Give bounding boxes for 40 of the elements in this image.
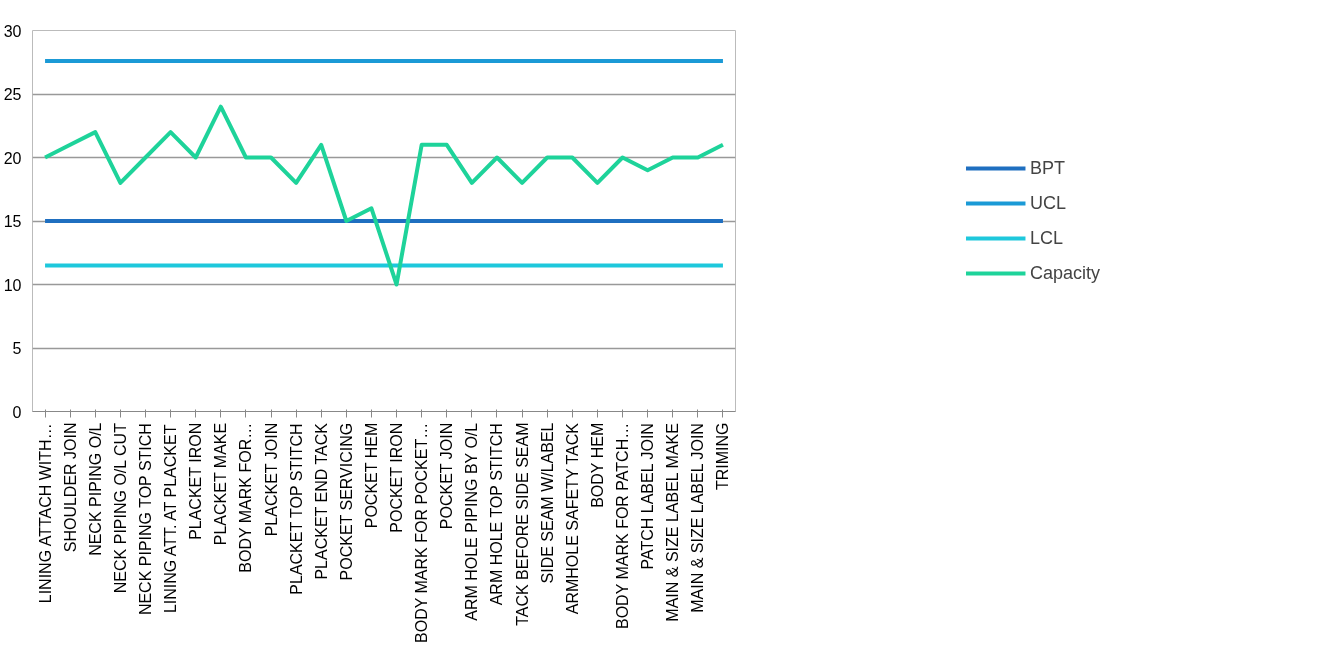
legend-label: Capacity bbox=[1029, 262, 1101, 284]
x-tick-label: POCKET SERVICING bbox=[337, 422, 355, 581]
x-tick-label: BODY MARK FOR POCKET… bbox=[413, 422, 431, 643]
x-tick-label: BODY HEM bbox=[588, 422, 606, 508]
y-tick-label: 30 bbox=[3, 22, 22, 40]
line-series bbox=[43, 104, 725, 287]
legend-label: UCL bbox=[1029, 192, 1066, 214]
x-tick-label: PLACKET MAKE bbox=[212, 422, 230, 546]
x-tick-label: POCKET IRON bbox=[388, 422, 406, 533]
x-tick-label: ARM HOLE TOP STITCH bbox=[488, 423, 506, 606]
y-tick-label: 10 bbox=[3, 276, 22, 294]
x-tick-label: NECK PIPING O/L CUT bbox=[111, 422, 129, 594]
x-tick-label: LINING ATTACH WITH… bbox=[36, 423, 54, 604]
legend-label: LCL bbox=[1029, 227, 1064, 249]
x-tick-label: PLACKET TOP STITCH bbox=[287, 423, 305, 595]
x-tick-label: POCKET HEM bbox=[362, 422, 380, 529]
y-tick-label: 5 bbox=[12, 340, 22, 357]
y-tick-label: 15 bbox=[3, 213, 22, 230]
x-tick-label: PLACKET IRON bbox=[187, 422, 205, 540]
x-tick-label: BODY MARK FOR PATCH… bbox=[614, 422, 632, 630]
legend-label: BPT bbox=[1029, 157, 1065, 179]
x-tick-label: MAIN & SIZE LABEL MAKE bbox=[664, 423, 682, 622]
x-tick-label: MAIN & SIZE LABEL JOIN bbox=[689, 423, 707, 613]
x-tick-label: ARMHOLE SAFETY TACK bbox=[563, 422, 581, 615]
x-tick-label: PLACKET END TACK bbox=[312, 422, 330, 580]
x-tick-label: PATCH LABEL JOIN bbox=[639, 423, 657, 570]
x-tick-label: TRIMING bbox=[714, 422, 732, 491]
x-tick-label: SIDE SEAM W/LABEL bbox=[538, 422, 556, 584]
x-tick-label: LINING ATT. AT PLACKET bbox=[162, 424, 180, 614]
x-tick-label: POCKET JOIN bbox=[438, 422, 456, 530]
x-tick-label: ARM HOLE PIPING BY O/L bbox=[463, 422, 481, 621]
x-tick-label: SHOULDER JOIN bbox=[61, 422, 79, 553]
x-tick-label: NECK PIPING TOP STICH bbox=[136, 423, 154, 616]
y-tick-label: 20 bbox=[3, 149, 22, 167]
x-tick-label: PLACKET JOIN bbox=[262, 422, 280, 537]
y-tick-label: 25 bbox=[3, 86, 22, 103]
x-tick-label: NECK PIPING O/L bbox=[86, 422, 104, 556]
x-tick-label: TACK BEFORE SIDE SEAM bbox=[513, 422, 531, 626]
y-tick-label: 0 bbox=[12, 403, 22, 421]
x-tick-label: BODY MARK FOR… bbox=[237, 422, 255, 573]
